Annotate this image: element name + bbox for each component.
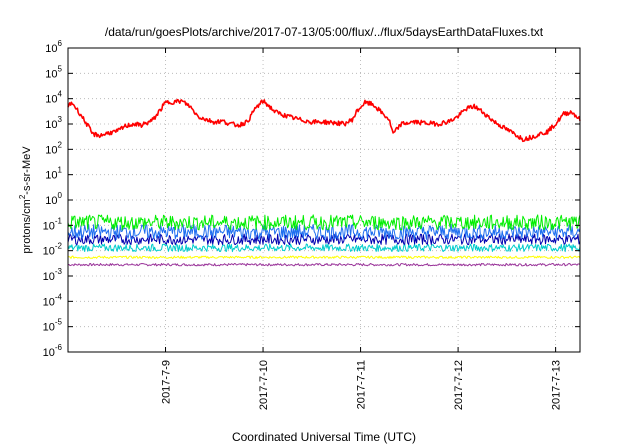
y-axis-label-part-3: -s-sr-MeV [21,146,33,195]
y-tick-label: 101 [45,166,62,182]
flux-series-line [67,98,581,143]
y-tick-label: 100 [45,191,62,207]
y-tick-label: 104 [45,90,62,106]
flux-series-line [67,243,581,253]
y-tick-label: 10-3 [43,267,63,283]
x-tick-label: 2017-7-12 [453,360,465,410]
x-tick-label: 2017-7-11 [356,360,368,409]
y-tick-label: 102 [45,140,62,156]
y-axis-label: protons/cm2-s-sr-MeV [18,146,33,254]
x-tick-label: 2017-7-10 [258,360,270,410]
y-tick-label: 10-2 [43,242,63,258]
y-tick-label: 103 [45,115,62,131]
x-tick-label: 2017-7-9 [161,360,173,404]
flux-series-line [67,214,581,231]
chart-title: /data/run/goesPlots/archive/2017-07-13/0… [105,25,544,39]
y-tick-label: 10-6 [43,343,63,359]
y-tick-label: 106 [45,39,62,55]
y-tick-label: 105 [45,64,62,80]
series-layer [67,98,581,267]
y-tick-label: 10-4 [43,292,63,308]
y-axis-label-part-1: protons/cm [21,199,33,253]
x-axis-label: Coordinated Universal Time (UTC) [232,430,416,444]
y-axis-label-part-2: 2 [18,194,27,199]
axis-layer: 10-6 10-5 10-4 10-3 10-2 10-1 100 101 102 103 104 1… [43,39,580,410]
flux-series-line [67,263,581,267]
y-tick-label: 10-1 [43,216,63,232]
flux-series-line [67,223,581,240]
grid-layer [68,48,580,352]
y-tick-label: 10-5 [43,318,63,334]
flux-series-line [67,255,581,259]
x-tick-label: 2017-7-13 [551,360,563,410]
